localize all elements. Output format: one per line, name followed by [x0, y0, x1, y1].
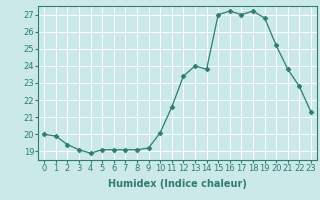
X-axis label: Humidex (Indice chaleur): Humidex (Indice chaleur) — [108, 179, 247, 189]
